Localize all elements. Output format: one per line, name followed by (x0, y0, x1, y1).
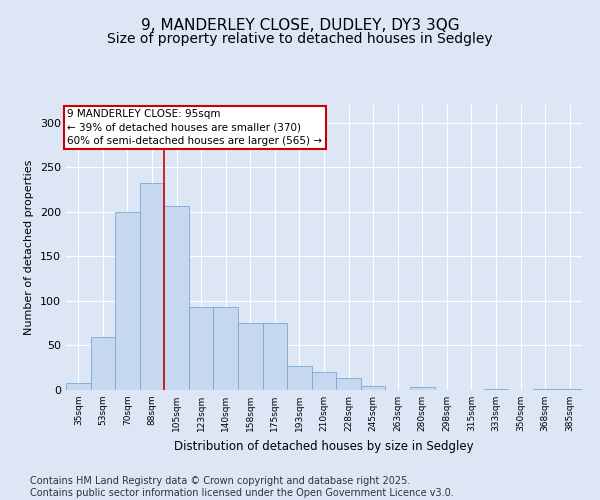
Bar (189, 307, 214, 390)
Bar (312, 372, 336, 390)
Bar (66, 383, 91, 390)
Bar (263, 323, 287, 390)
Bar (361, 386, 385, 390)
Bar (164, 206, 189, 390)
Text: 9, MANDERLEY CLOSE, DUDLEY, DY3 3QG: 9, MANDERLEY CLOSE, DUDLEY, DY3 3QG (140, 18, 460, 32)
Bar (140, 184, 164, 390)
Bar (533, 389, 557, 390)
Bar (557, 389, 582, 390)
Bar (410, 388, 434, 390)
Y-axis label: Number of detached properties: Number of detached properties (25, 160, 34, 335)
Bar (214, 307, 238, 390)
Bar (115, 212, 140, 390)
Bar (91, 336, 115, 390)
Bar (238, 323, 263, 390)
Bar (336, 378, 361, 390)
Bar (484, 389, 508, 390)
Text: 9 MANDERLEY CLOSE: 95sqm
← 39% of detached houses are smaller (370)
60% of semi-: 9 MANDERLEY CLOSE: 95sqm ← 39% of detach… (67, 110, 322, 146)
Text: Size of property relative to detached houses in Sedgley: Size of property relative to detached ho… (107, 32, 493, 46)
Bar (287, 366, 312, 390)
X-axis label: Distribution of detached houses by size in Sedgley: Distribution of detached houses by size … (174, 440, 474, 452)
Text: Contains HM Land Registry data © Crown copyright and database right 2025.
Contai: Contains HM Land Registry data © Crown c… (30, 476, 454, 498)
